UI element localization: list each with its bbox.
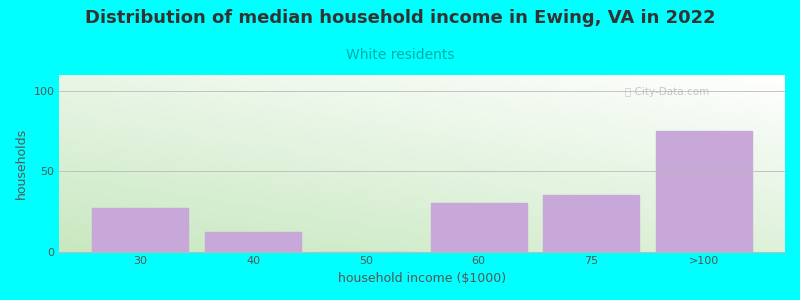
Bar — [205, 232, 301, 252]
Bar — [543, 195, 639, 252]
Text: Ⓕ City-Data.com: Ⓕ City-Data.com — [626, 87, 710, 98]
Y-axis label: households: households — [15, 128, 28, 199]
Text: Distribution of median household income in Ewing, VA in 2022: Distribution of median household income … — [85, 9, 715, 27]
X-axis label: household income ($1000): household income ($1000) — [338, 272, 506, 285]
Bar — [656, 131, 752, 252]
Bar — [430, 203, 526, 252]
Bar — [92, 208, 188, 252]
Text: White residents: White residents — [346, 48, 454, 62]
